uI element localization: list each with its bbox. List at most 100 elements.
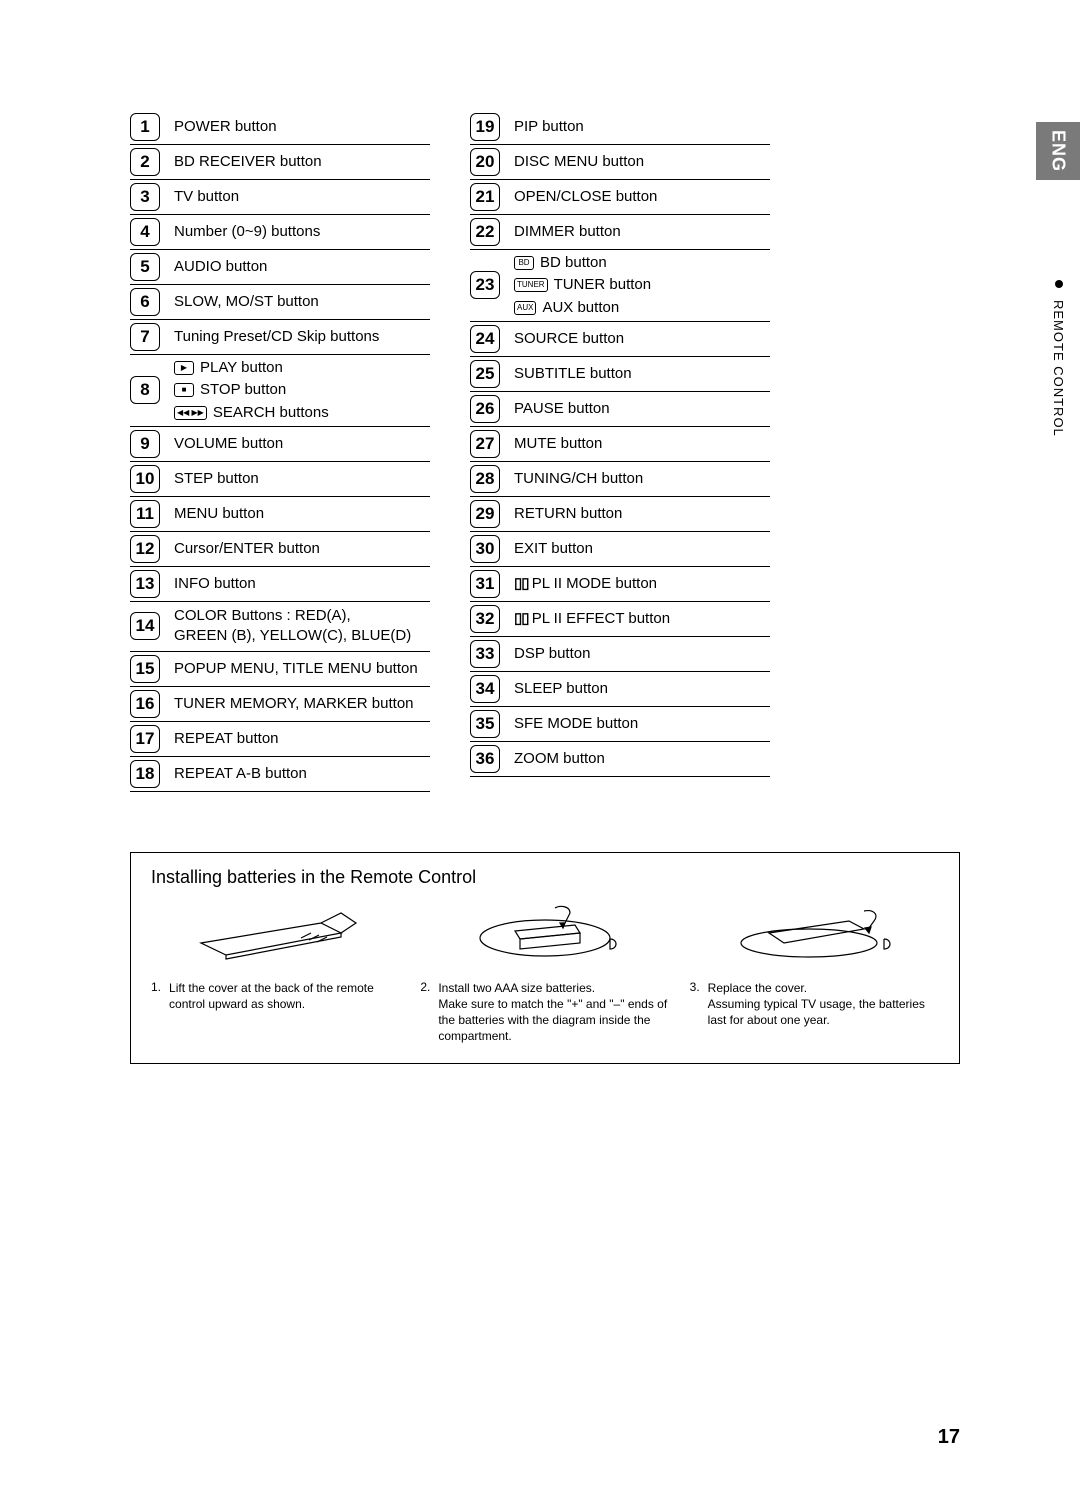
prefix-icon: ▯▯ [514, 575, 532, 592]
button-icon: ◀◀ ▶▶ [174, 406, 207, 420]
button-icon: ▶ [174, 361, 194, 375]
description: DISC MENU button [514, 152, 644, 172]
page-number: 17 [938, 1426, 960, 1449]
number-box: 20 [470, 148, 500, 176]
button-icon: BD [514, 256, 534, 270]
description: BD RECEIVER button [174, 152, 322, 172]
icon-line: ▶ PLAY button [174, 358, 329, 378]
description: PAUSE button [514, 399, 610, 419]
number-box: 17 [130, 725, 160, 753]
reference-row: 18REPEAT A-B button [130, 757, 430, 792]
section-label: REMOTE CONTROL [1051, 300, 1066, 437]
step-number: 2. [420, 980, 430, 1045]
icon-line: BD BD button [514, 253, 651, 273]
reference-row: 16 TUNER MEMORY, MARKER button [130, 687, 430, 722]
reference-row: 1POWER button [130, 110, 430, 145]
icon-label: PLAY button [200, 358, 283, 378]
number-box: 19 [470, 113, 500, 141]
number-box: 18 [130, 760, 160, 788]
button-icon: TUNER [514, 278, 548, 292]
reference-row: 29RETURN button [470, 497, 770, 532]
description: ZOOM button [514, 749, 605, 769]
reference-row: 24SOURCE button [470, 322, 770, 357]
reference-row: 32▯▯ PL II EFFECT button [470, 602, 770, 637]
icon-line: ◀◀ ▶▶ SEARCH buttons [174, 403, 329, 423]
reference-row: 5AUDIO button [130, 250, 430, 285]
reference-row: 27MUTE button [470, 427, 770, 462]
number-box: 36 [470, 745, 500, 773]
reference-row: 11 MENU button [130, 497, 430, 532]
icon-line: AUXAUX button [514, 298, 651, 318]
number-box: 9 [130, 430, 160, 458]
description: PIP button [514, 117, 584, 137]
description: DSP button [514, 644, 590, 664]
reference-row: 35SFE MODE button [470, 707, 770, 742]
install-box: Installing batteries in the Remote Contr… [130, 852, 960, 1064]
icon-label: BD button [540, 253, 607, 273]
install-image-3 [690, 898, 939, 968]
number-box: 33 [470, 640, 500, 668]
number-box: 11 [130, 500, 160, 528]
icon-label: SEARCH buttons [213, 403, 329, 423]
number-box: 28 [470, 465, 500, 493]
left-column: 1POWER button 2 BD RECEIVER button 3 TV butt… [130, 110, 430, 792]
number-box: 22 [470, 218, 500, 246]
description: EXIT button [514, 539, 593, 559]
reference-row: 22 DIMMER button [470, 215, 770, 250]
description: POPUP MENU, TITLE MENU button [174, 659, 418, 679]
reference-row: 7 Tuning Preset/CD Skip buttons [130, 320, 430, 355]
reference-row: 30 EXIT button [470, 532, 770, 567]
install-step: 2.Install two AAA size batteries.Make su… [420, 980, 669, 1045]
number-box: 6 [130, 288, 160, 316]
icon-label: TUNER button [554, 275, 652, 295]
button-icon: AUX [514, 301, 536, 315]
reference-row: 23BDBD buttonTUNERTUNER buttonAUXAUX but… [470, 250, 770, 322]
step-body: Replace the cover.Assuming typical TV us… [708, 980, 939, 1045]
number-box: 31 [470, 570, 500, 598]
number-box: 14 [130, 612, 160, 640]
number-box: 2 [130, 148, 160, 176]
description: MENU button [174, 504, 264, 524]
reference-row: 28TUNING/CH button [470, 462, 770, 497]
step-body: Install two AAA size batteries.Make sure… [438, 980, 669, 1045]
number-box: 15 [130, 655, 160, 683]
description: SOURCE button [514, 329, 624, 349]
number-box: 1 [130, 113, 160, 141]
reference-row: 26 PAUSE button [470, 392, 770, 427]
description: OPEN/CLOSE button [514, 187, 657, 207]
description: DIMMER button [514, 222, 621, 242]
description: Tuning Preset/CD Skip buttons [174, 327, 379, 347]
number-box: 25 [470, 360, 500, 388]
number-box: 3 [130, 183, 160, 211]
install-image-1 [151, 898, 400, 968]
number-box: 16 [130, 690, 160, 718]
step-head: Lift the cover at the back of the remote… [169, 980, 400, 1012]
description: BD BD button TUNER TUNER button AUXAUX butto… [514, 253, 651, 318]
description: TUNER MEMORY, MARKER button [174, 694, 414, 714]
prefix-icon: ▯▯ [514, 610, 532, 627]
section-bullet [1055, 280, 1063, 288]
number-box: 8 [130, 376, 160, 404]
button-icon: ■ [174, 383, 194, 397]
install-steps: 1.Lift the cover at the back of the remo… [151, 980, 939, 1045]
step-sub: Make sure to match the "+" and "–" ends … [438, 996, 669, 1045]
description: ▯▯ PL II MODE button [514, 574, 657, 594]
description: SLOW, MO/ST button [174, 292, 319, 312]
step-head: Install two AAA size batteries. [438, 980, 669, 996]
number-box: 4 [130, 218, 160, 246]
icon-line: TUNER TUNER button [514, 275, 651, 295]
number-box: 12 [130, 535, 160, 563]
number-box: 7 [130, 323, 160, 351]
step-number: 1. [151, 980, 161, 1045]
description: SFE MODE button [514, 714, 638, 734]
right-column: 19PIP button20DISC MENU button21OPEN/CLO… [470, 110, 770, 792]
reference-row: 31 ▯▯ PL II MODE button [470, 567, 770, 602]
description: VOLUME button [174, 434, 283, 454]
description: TV button [174, 187, 239, 207]
reference-row: 14COLOR Buttons : RED(A),GREEN (B), YELL… [130, 602, 430, 652]
reference-row: 25SUBTITLE button [470, 357, 770, 392]
reference-row: 15 POPUP MENU, TITLE MENU button [130, 652, 430, 687]
description: INFO button [174, 574, 256, 594]
number-box: 30 [470, 535, 500, 563]
number-box: 26 [470, 395, 500, 423]
